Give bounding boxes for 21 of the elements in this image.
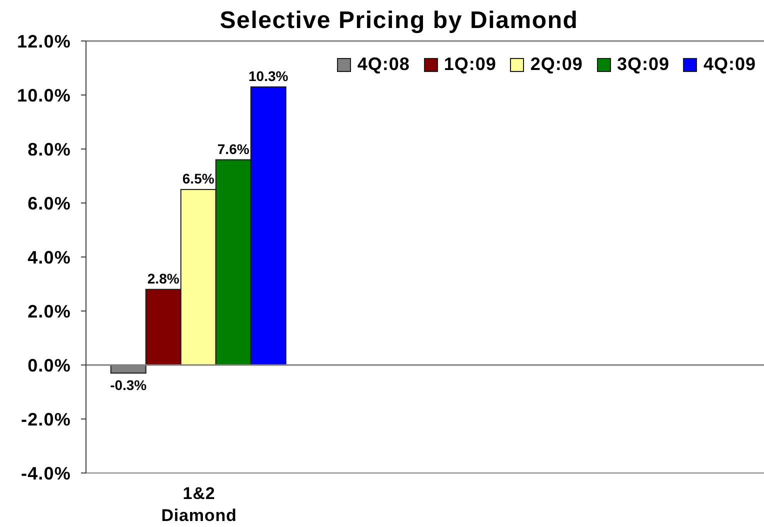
y-tick-label: 2.0% [28, 301, 71, 322]
legend-label: 4Q:09 [703, 54, 756, 75]
legend-label: 2Q:09 [530, 54, 583, 75]
data-label: 6.5% [182, 170, 215, 186]
x-tick-label: 1&2 Diamond [161, 484, 237, 525]
y-tick-label: -2.0% [20, 409, 71, 430]
y-tick-label: 4.0% [28, 247, 71, 268]
legend-label: 1Q:09 [444, 54, 496, 75]
data-label: 10.3% [248, 68, 289, 84]
y-tick-label: 0.0% [28, 355, 71, 376]
chart-title: Selective Pricing by Diamond [220, 7, 578, 34]
data-label: 2.8% [147, 270, 180, 286]
y-tick-label: 6.0% [28, 193, 71, 214]
legend-label: 3Q:09 [616, 54, 670, 75]
y-tick-label: -4.0% [20, 463, 71, 484]
legend-label: 4Q:08 [357, 54, 410, 75]
data-label: -0.3% [110, 377, 148, 394]
data-label: 7.6% [217, 140, 250, 157]
y-tick-label: 8.0% [28, 139, 71, 160]
y-tick-label: 12.0% [16, 31, 71, 52]
y-tick-label: 10.0% [16, 85, 71, 106]
